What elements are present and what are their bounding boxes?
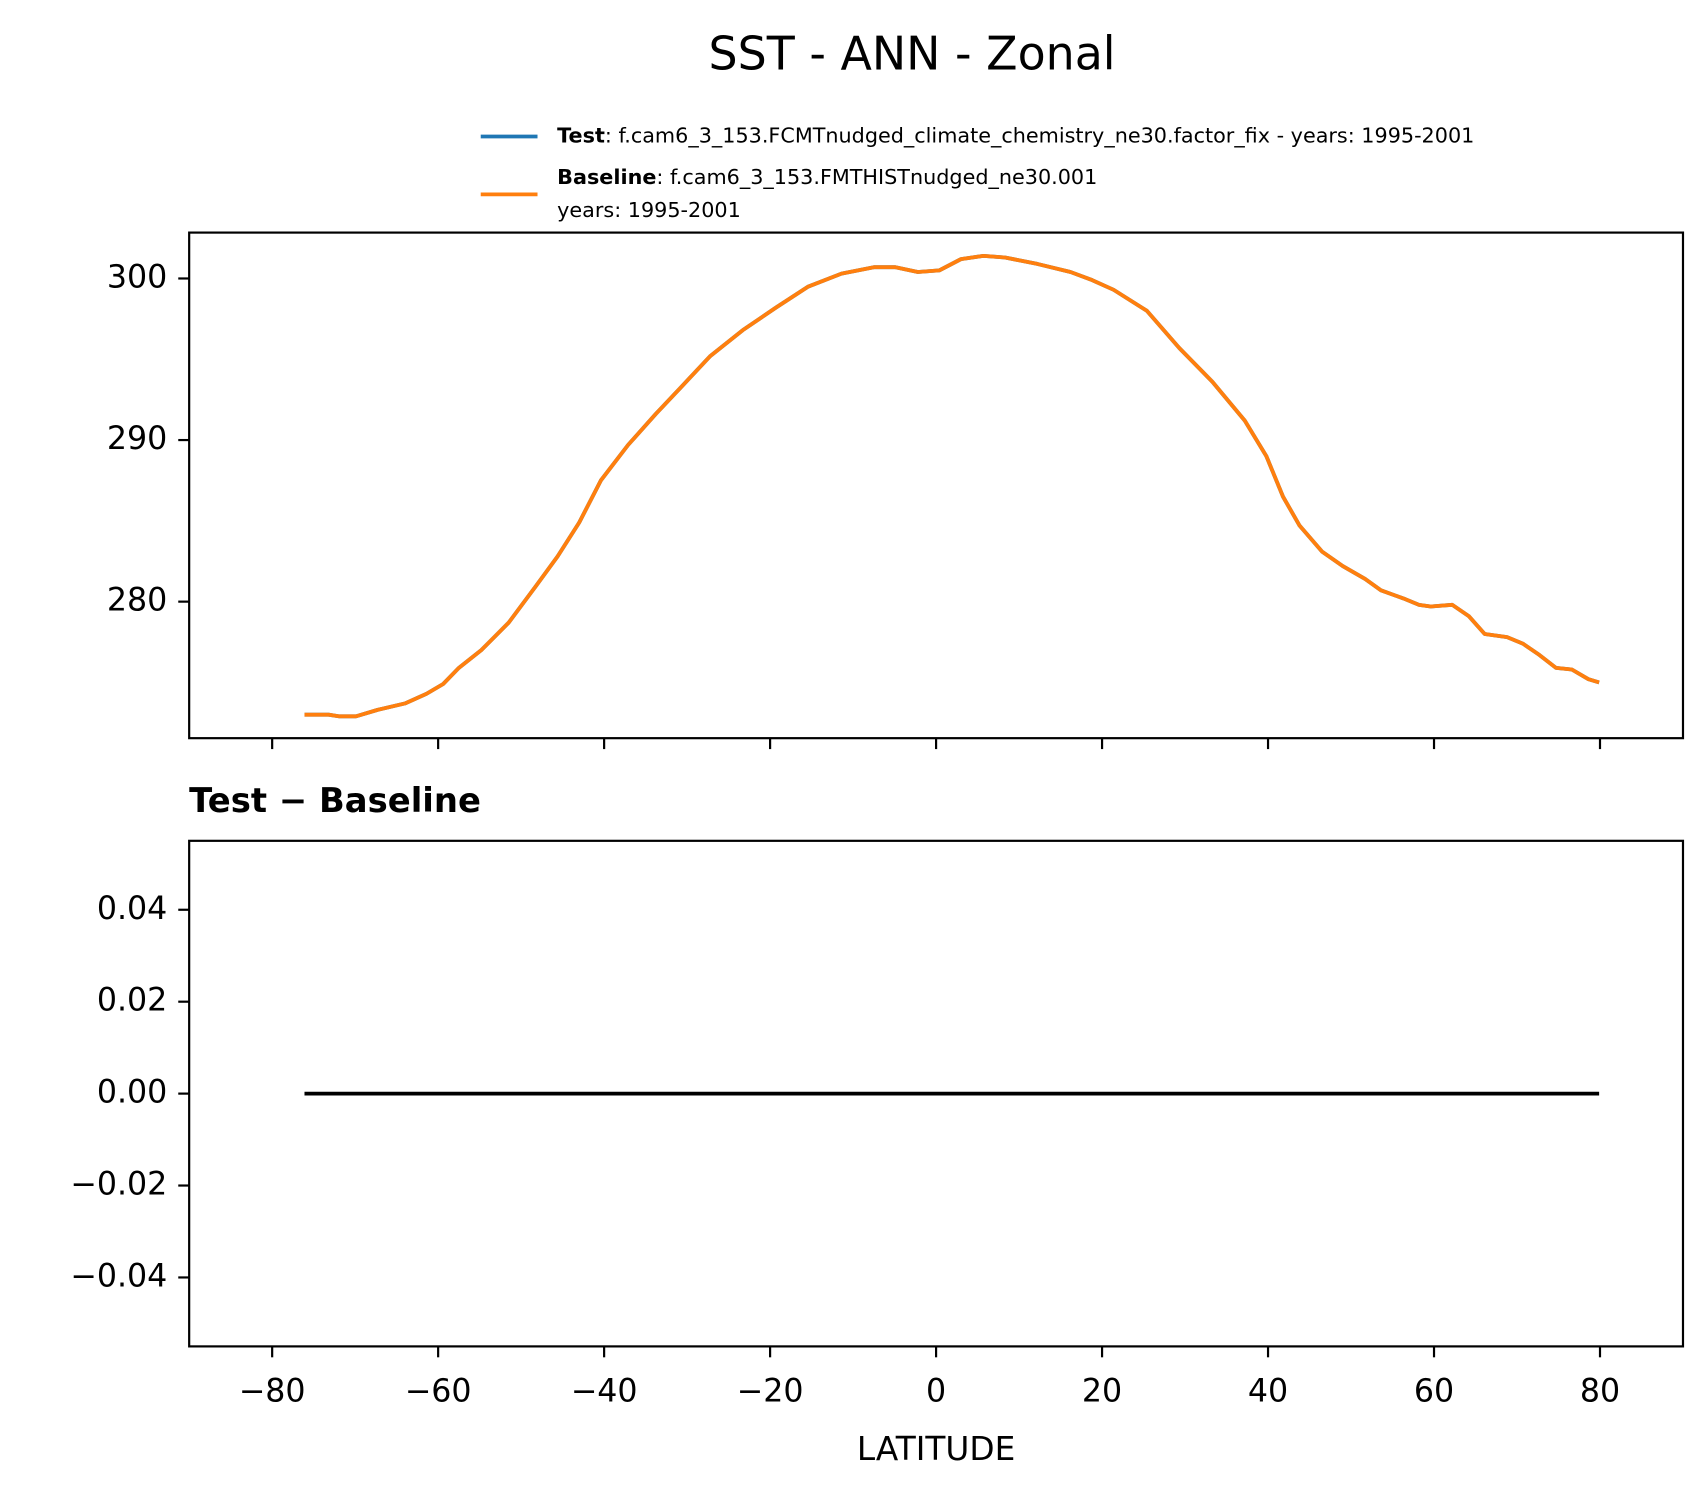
y-tick-label: 290 — [107, 421, 167, 457]
legend-description: : f.cam6_3_153.FMTHISTnudged_ne30.001 — [656, 165, 1097, 190]
x-tick-label: −20 — [737, 1373, 804, 1409]
y-tick-label: −0.04 — [70, 1258, 167, 1294]
x-tick-label: 60 — [1414, 1373, 1454, 1409]
legend-name: Test — [557, 123, 605, 147]
axes-frame — [188, 839, 1685, 1348]
x-tick-label: −40 — [571, 1373, 638, 1409]
legend-name: Baseline — [557, 165, 656, 189]
y-tick-label: 0.04 — [97, 891, 168, 927]
y-tick-label: 280 — [107, 583, 167, 619]
y-tick-label: 0.02 — [97, 983, 168, 1019]
line — [304, 253, 1600, 719]
legend-label: Baseline: f.cam6_3_153.FMTHISTnudged_ne3… — [557, 165, 1097, 190]
x-tick-label: −80 — [239, 1373, 306, 1409]
x-tick-label: 80 — [1580, 1373, 1620, 1409]
subplot-title: Test − Baseline — [189, 781, 481, 820]
legend-label: Test: f.cam6_3_153.FCMTnudged_climate_ch… — [557, 123, 1474, 148]
y-tick-label: 300 — [107, 259, 167, 295]
figure-title: SST - ANN - Zonal — [709, 26, 1116, 80]
x-tick-label: 0 — [926, 1373, 946, 1409]
line — [304, 253, 1600, 719]
legend-description: : f.cam6_3_153.FCMTnudged_climate_chemis… — [605, 123, 1474, 148]
y-tick-label: −0.02 — [70, 1167, 167, 1203]
x-tick-label: −60 — [405, 1373, 472, 1409]
axes-frame — [188, 231, 1685, 740]
y-tick-label: 0.00 — [97, 1075, 168, 1111]
legend-label: years: 1995-2001 — [557, 198, 741, 222]
x-tick-label: 20 — [1082, 1373, 1122, 1409]
x-axis-label: LATITUDE — [857, 1430, 1015, 1468]
legend-description: years: 1995-2001 — [557, 198, 741, 222]
x-tick-label: 40 — [1248, 1373, 1288, 1409]
